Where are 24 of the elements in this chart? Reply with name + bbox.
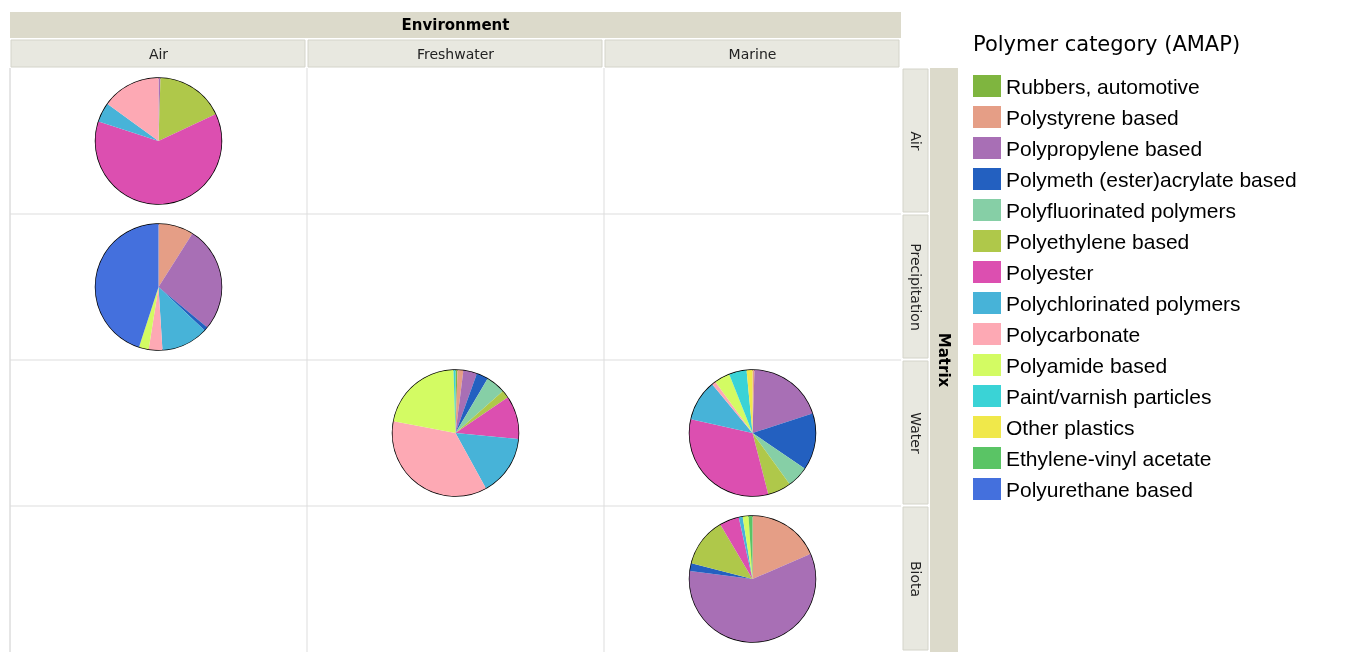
legend-label: Polyamide based xyxy=(1006,353,1168,377)
legend-label: Polychlorinated polymers xyxy=(1006,291,1241,315)
legend-label: Polyester xyxy=(1006,260,1094,284)
category-label: Precipitation xyxy=(908,243,924,331)
legend-label: Other plastics xyxy=(1006,415,1135,439)
text: Matrix xyxy=(935,332,953,388)
category-label: Air xyxy=(148,46,169,62)
legend-label: Polypropylene based xyxy=(1006,136,1203,160)
text: Environment xyxy=(401,16,510,34)
legend-title: Polymer category (AMAP) xyxy=(973,31,1241,56)
legend-label: Polyethylene based xyxy=(1006,229,1190,253)
legend-label: Ethylene-vinyl acetate xyxy=(1006,446,1212,470)
category-label: Marine xyxy=(728,46,777,62)
legend-label: Polyfluorinated polymers xyxy=(1006,198,1236,222)
category-label: Freshwater xyxy=(416,46,495,62)
category-label: Air xyxy=(908,131,924,151)
category-label: Biota xyxy=(908,560,924,598)
legend-label: Polyurethane based xyxy=(1006,477,1193,501)
category-label: Water xyxy=(908,412,924,454)
legend-label: Polymeth (ester)acrylate based xyxy=(1006,167,1297,191)
legend-label: Polystyrene based xyxy=(1006,105,1179,129)
legend-label: Paint/varnish particles xyxy=(1006,384,1212,408)
legend-label: Polycarbonate xyxy=(1006,322,1141,346)
legend-label: Rubbers, automotive xyxy=(1006,74,1200,98)
